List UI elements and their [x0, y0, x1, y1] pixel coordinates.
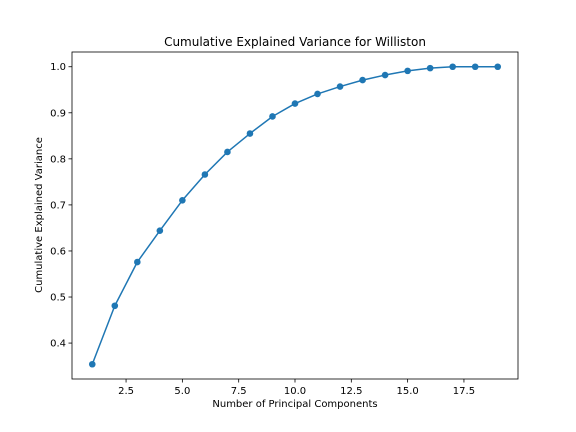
data-point: [156, 227, 164, 234]
y-tick-label: 0.6: [50, 246, 66, 257]
x-tick-label: 17.5: [453, 386, 475, 397]
data-point: [134, 258, 141, 266]
data-point: [494, 63, 502, 71]
data-point: [246, 130, 254, 137]
x-axis-label: Number of Principal Components: [212, 399, 377, 410]
data-point: [359, 76, 366, 84]
y-tick-label: 0.7: [50, 200, 66, 211]
data-point: [269, 113, 276, 120]
x-tick-label: 2.5: [118, 386, 134, 397]
data-point: [88, 360, 96, 368]
x-tick-label: 15.0: [396, 386, 418, 397]
y-tick-label: 0.8: [50, 154, 66, 165]
x-tick-label: 7.5: [231, 386, 247, 397]
x-tick-label: 10.0: [284, 386, 306, 397]
data-point: [336, 83, 344, 90]
x-tick-label: 12.5: [340, 386, 362, 397]
data-point: [201, 171, 209, 178]
chart-title: Cumulative Explained Variance for Willis…: [164, 35, 426, 49]
data-point: [381, 71, 389, 79]
series-line: [91, 65, 498, 365]
x-tick-label: 5.0: [174, 386, 190, 397]
data-point: [224, 148, 231, 156]
data-point: [471, 63, 479, 71]
y-tick-label: 1.0: [50, 62, 66, 73]
data-point: [291, 100, 299, 107]
y-axis-label: Cumulative Explained Variance: [34, 137, 45, 293]
series-layer: [88, 63, 502, 368]
data-point: [314, 90, 321, 98]
y-axis: 0.4 0.5 0.6 0.7 0.8 0.9 1.0: [50, 62, 72, 350]
y-tick-label: 0.4: [50, 339, 66, 350]
y-tick-label: 0.5: [50, 293, 66, 304]
data-point: [449, 63, 456, 71]
data-point: [179, 197, 186, 204]
data-point: [426, 64, 434, 72]
data-point: [404, 67, 411, 75]
x-axis: 2.5 5.0 7.5 10.0 12.5 15.0 17.5: [118, 379, 475, 397]
y-tick-label: 0.9: [50, 108, 66, 119]
data-point: [111, 302, 119, 310]
